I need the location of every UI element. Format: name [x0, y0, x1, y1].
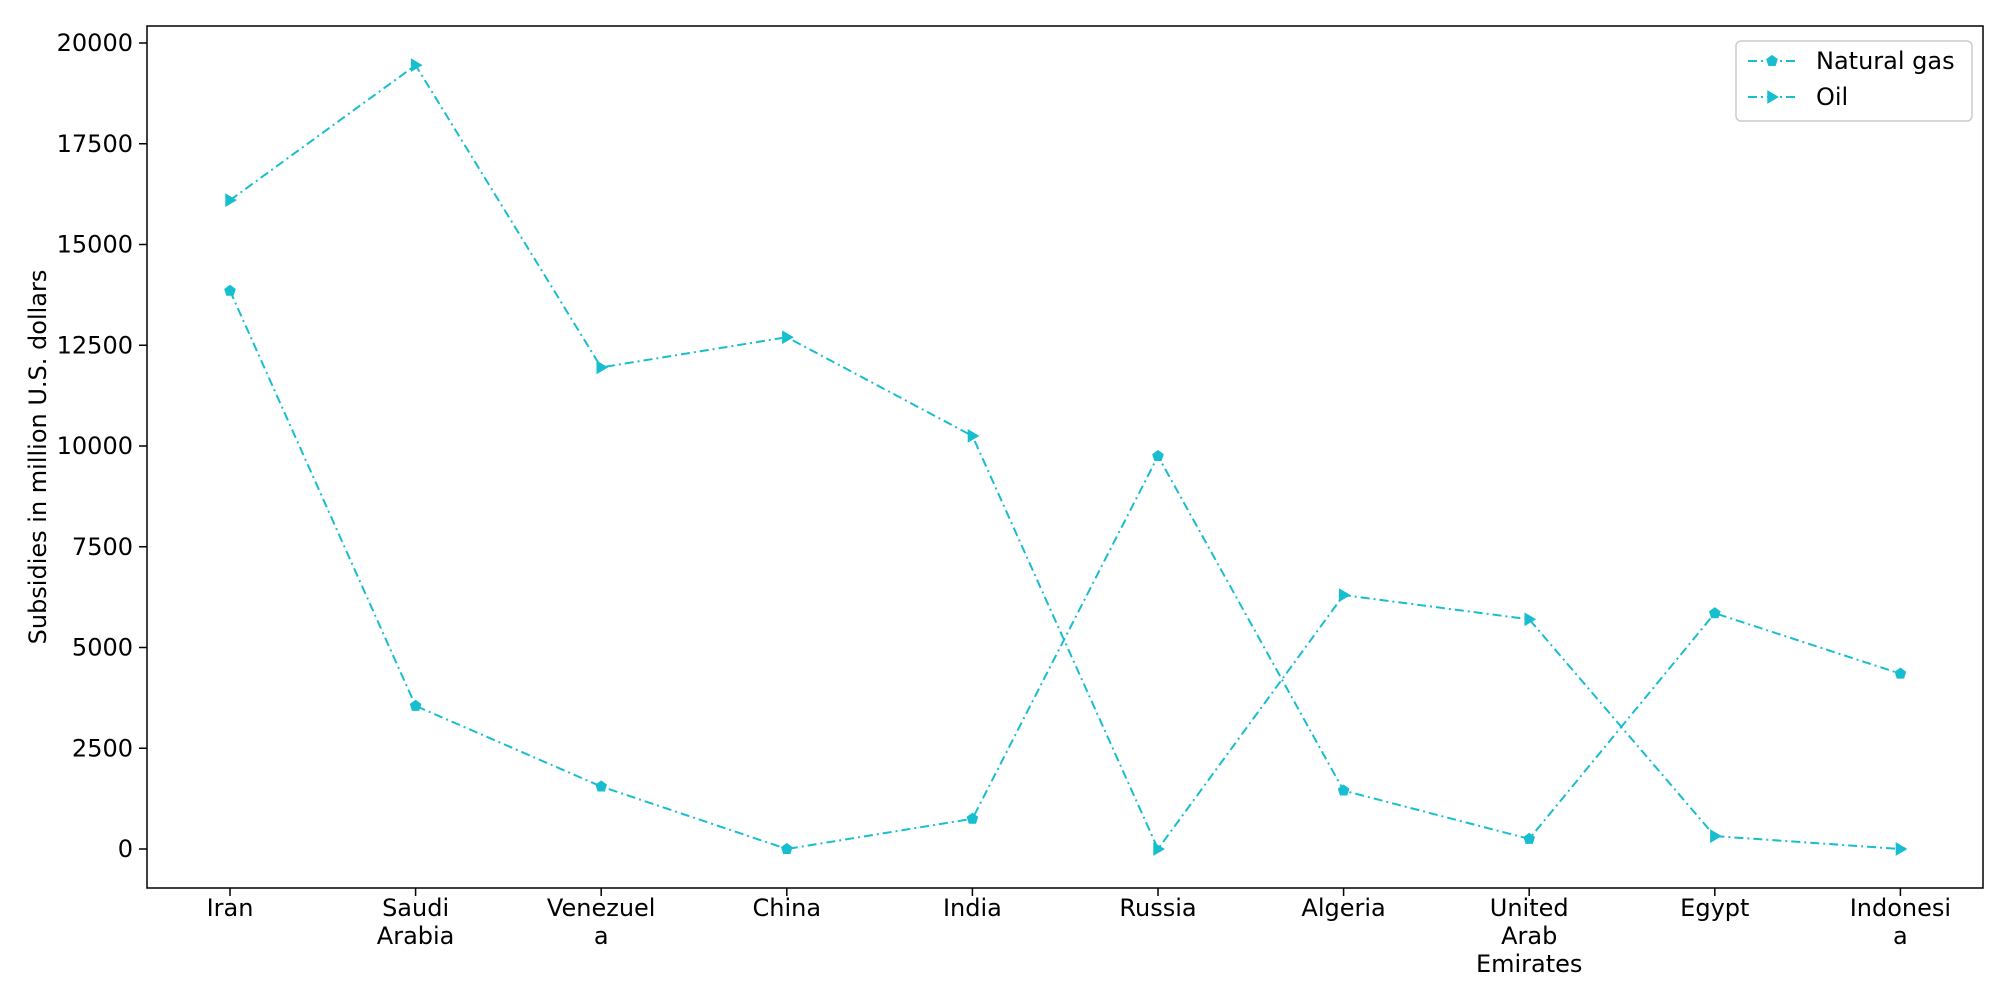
data-point: [595, 780, 608, 792]
y-axis: 0 2500 5000 7500 10000 12500 15000 17500 20000: [57, 29, 147, 863]
x-tick-label-line: United: [1490, 894, 1569, 922]
series-lines: [229, 63, 1901, 851]
data-point: [1708, 607, 1721, 619]
data-point: [966, 812, 979, 824]
data-point: [1337, 784, 1350, 796]
series-line-natural-gas: [229, 290, 1901, 851]
y-tick-label: 17500: [57, 130, 133, 158]
x-tick-label-line: China: [753, 894, 822, 922]
x-tick-label-line: Indonesi: [1850, 894, 1951, 922]
y-axis-label: Subsidies in million U.S. dollars: [24, 270, 52, 645]
data-point: [596, 360, 609, 375]
legend-marker: [1767, 90, 1779, 104]
legend-label: Natural gas: [1816, 47, 1955, 75]
series-markers: [224, 58, 1908, 856]
x-tick-label: Indonesi a: [1850, 894, 1951, 950]
x-tick-label: Egypt: [1680, 894, 1749, 922]
data-point: [409, 699, 422, 711]
y-tick-label: 2500: [72, 734, 133, 762]
data-point: [1152, 449, 1164, 462]
data-point: [1894, 667, 1907, 679]
legend-label: Oil: [1816, 83, 1848, 111]
x-tick-label: Iran: [207, 894, 254, 922]
x-tick-label-line: Saudi: [382, 894, 449, 922]
x-tick-label: Algeria: [1301, 894, 1385, 922]
legend: Natural gas Oil: [1735, 40, 1973, 122]
legend-marker: [1766, 54, 1778, 66]
series-line-oil: [229, 63, 1901, 851]
x-tick-label: Russia: [1119, 894, 1196, 922]
x-tick-label: India: [943, 894, 1002, 922]
x-tick-label: Saudi Arabia: [377, 894, 455, 950]
data-point: [780, 842, 793, 854]
x-tick-label-line: a: [594, 922, 609, 950]
x-tick-label-line: Algeria: [1301, 894, 1385, 922]
y-tick-label: 15000: [57, 231, 133, 259]
data-point: [225, 193, 237, 208]
data-point: [1153, 842, 1165, 856]
y-tick-label: 5000: [72, 634, 133, 662]
y-tick-label: 0: [118, 835, 133, 863]
x-tick-label-line: Egypt: [1680, 894, 1749, 922]
x-tick-label-line: Iran: [207, 894, 254, 922]
y-tick-label: 7500: [72, 533, 133, 561]
x-tick-label: China: [753, 894, 822, 922]
x-tick-label-line: a: [1893, 922, 1908, 950]
data-point: [1338, 588, 1351, 602]
data-point: [410, 58, 423, 73]
data-point: [1710, 829, 1722, 843]
x-tick-label: Venezuel a: [547, 894, 656, 950]
data-point: [782, 330, 794, 345]
x-tick-label-line: India: [943, 894, 1002, 922]
data-point: [1523, 832, 1536, 844]
y-tick-label: 12500: [57, 331, 133, 359]
y-tick-label: 10000: [57, 432, 133, 460]
x-tick-label-line: Arab: [1501, 922, 1557, 950]
data-point: [967, 429, 980, 443]
x-tick-label-line: Emirates: [1476, 950, 1582, 978]
x-tick-label-line: Arabia: [377, 922, 455, 950]
data-point: [224, 284, 236, 296]
x-tick-label-line: Venezuel: [547, 894, 656, 922]
y-tick-label: 20000: [57, 29, 133, 57]
plot-frame: [146, 25, 1984, 889]
data-point: [1524, 612, 1537, 627]
x-tick-label-line: Russia: [1119, 894, 1196, 922]
data-point: [1895, 842, 1908, 856]
x-tick-label: United Arab Emirates: [1476, 894, 1582, 978]
